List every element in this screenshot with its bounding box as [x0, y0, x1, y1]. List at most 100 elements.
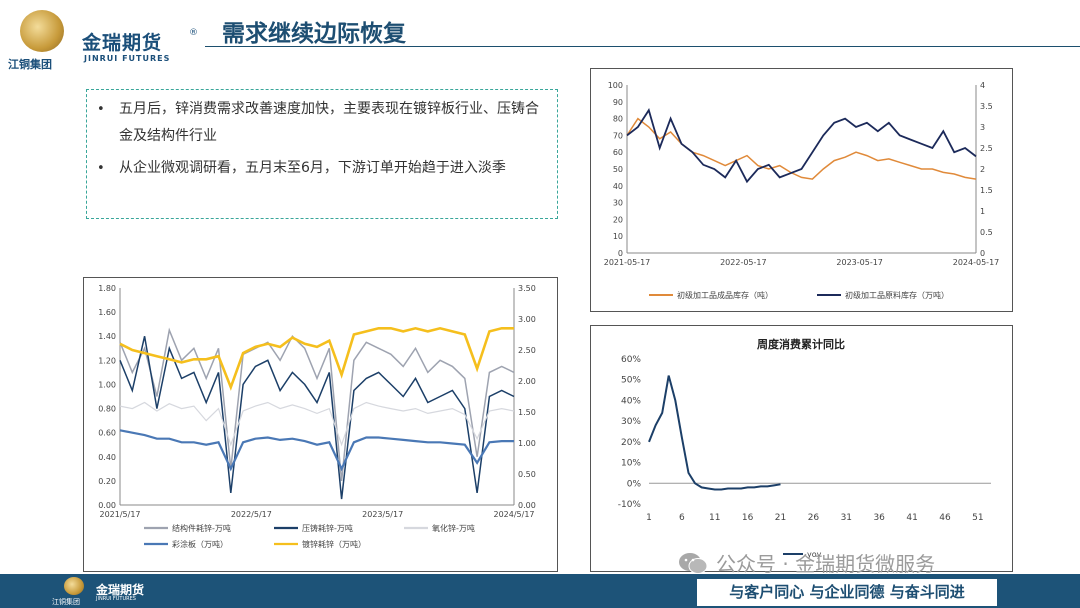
y-tick-label-left: 70 — [613, 131, 623, 140]
company-logo: 金瑞期货 ® JINRUI FUTURES 江铜集团 — [6, 6, 202, 74]
bullet-box: • 五月后，锌消费需求改善速度加快，主要表现在镀锌板行业、压铸合金及结构件行业 … — [86, 89, 558, 219]
y-tick-label-right: 1 — [980, 207, 985, 216]
x-tick-label: 2021-05-17 — [604, 258, 651, 267]
y-tick-label-right: 4 — [980, 81, 985, 90]
bullet-text: 五月后，锌消费需求改善速度加快，主要表现在镀锌板行业、压铸合金及结构件行业 — [119, 101, 539, 144]
x-tick-label: 1 — [646, 513, 652, 523]
inventory-chart: 0 10 20 30 40 50 60 70 80 90 100 0 0.5 1 1.5 2 2.5 3 3.5 4 2… — [604, 81, 1000, 300]
x-tick-label: 2024/5/17 — [493, 510, 534, 519]
y-tick-label-left: 0.40 — [98, 453, 116, 462]
y-tick-label: 60% — [621, 355, 641, 365]
y-tick-label-left: 0.80 — [98, 405, 116, 414]
y-tick-label-left: 1.40 — [98, 332, 116, 341]
footer-logo-chinese-name: 金瑞期货 — [96, 583, 145, 597]
zinc-consumption-chart: 0.00 0.20 0.40 0.60 0.80 1.00 1.20 1.40 1.60 1.80… — [98, 284, 536, 549]
bullet-dot-icon: • — [97, 161, 105, 176]
logo-chinese-name: 金瑞期货 — [82, 32, 163, 54]
y-tick-label-right: 2 — [980, 165, 985, 174]
y-tick-label: 40% — [621, 396, 641, 406]
series-line — [119, 429, 514, 472]
series-line — [648, 375, 781, 491]
x-tick-label: 2022-05-17 — [720, 258, 767, 267]
zinc-consumption-chart-panel: 0.00 0.20 0.40 0.60 0.80 1.00 1.20 1.40 1.60 1.80… — [83, 277, 558, 572]
y-tick-label: 50% — [621, 376, 641, 386]
x-tick-label: 46 — [939, 513, 951, 523]
logo-group-name: 江铜集团 — [8, 58, 52, 71]
footer-slogan: 与客户同心 与企业同德 与奋斗同进 — [697, 579, 997, 606]
y-tick-label: 10% — [621, 459, 641, 469]
series-line — [119, 336, 515, 500]
y-tick-label-left: 80 — [613, 115, 623, 124]
x-tick-label: 2022/5/17 — [231, 510, 272, 519]
legend-label: 镀锌耗锌（万吨） — [302, 539, 366, 549]
weekly-yoy-chart-panel: 周度消费累计同比 -10% 0% 10% 20% 30% 40% 50% 60% 1 6 11 16 21… — [590, 325, 1013, 572]
y-tick-label: 30% — [621, 417, 641, 427]
y-tick-label-left: 100 — [608, 81, 623, 90]
bullet-text: 从企业微观调研看，五月末至6月，下游订单开始趋于进入淡季 — [119, 160, 506, 176]
y-tick-label-left: 90 — [613, 98, 623, 107]
x-tick-label: 11 — [709, 513, 720, 523]
x-tick-label: 41 — [906, 513, 917, 523]
logo-english-name: JINRUI FUTURES — [84, 54, 171, 63]
legend-label: 初级加工品原料库存（万吨） — [845, 290, 949, 300]
y-tick-label-left: 30 — [613, 199, 623, 208]
y-tick-label-right: 3.00 — [518, 315, 536, 324]
x-tick-label: 2023-05-17 — [836, 258, 883, 267]
y-tick-label-right: 1.50 — [518, 408, 536, 417]
x-tick-label: 36 — [873, 513, 885, 523]
y-tick-label-right: 1.5 — [980, 186, 993, 195]
legend-label: 压铸耗锌-万吨 — [302, 523, 353, 533]
y-tick-label-right: 2.50 — [518, 346, 536, 355]
bullet-item: • 从企业微观调研看，五月末至6月，下游订单开始趋于进入淡季 — [97, 155, 547, 182]
y-tick-label: 20% — [621, 438, 641, 448]
series-line — [626, 108, 977, 184]
watermark-text: 公众号 · 金瑞期货微服务 — [716, 552, 936, 576]
wechat-watermark: 公众号 · 金瑞期货微服务 — [678, 548, 935, 577]
y-tick-label-left: 0 — [618, 249, 623, 258]
y-tick-label-right: 0.50 — [518, 470, 536, 479]
y-tick-label-left: 1.20 — [98, 356, 116, 365]
wechat-icon — [679, 552, 708, 574]
y-tick-label: -10% — [618, 500, 642, 510]
series-line — [119, 327, 515, 481]
series-line — [626, 117, 977, 180]
y-tick-label-left: 0.20 — [98, 477, 116, 486]
footer-logo-group-name: 江铜集团 — [52, 598, 80, 606]
bullet-dot-icon: • — [97, 102, 105, 117]
x-tick-label: 26 — [808, 513, 820, 523]
bullet-item: • 五月后，锌消费需求改善速度加快，主要表现在镀锌板行业、压铸合金及结构件行业 — [97, 96, 547, 150]
legend-label: 初级加工品成品库存（吨） — [677, 290, 773, 300]
y-tick-label-right: 2.00 — [518, 377, 536, 386]
legend-label: 氧化锌-万吨 — [432, 523, 475, 533]
legend-label: 结构件耗锌-万吨 — [172, 523, 231, 533]
y-tick-label-left: 1.00 — [98, 380, 116, 389]
y-tick-label-right: 3 — [980, 123, 985, 132]
series-line — [119, 401, 515, 447]
x-tick-label: 16 — [742, 513, 754, 523]
inventory-chart-panel: 0 10 20 30 40 50 60 70 80 90 100 0 0.5 1 1.5 2 2.5 3 3.5 4 2… — [590, 68, 1013, 312]
y-tick-label-right: 0.5 — [980, 228, 993, 237]
x-tick-label: 31 — [841, 513, 852, 523]
y-tick-label-left: 40 — [613, 182, 623, 191]
y-tick-label-left: 1.60 — [98, 308, 116, 317]
chart-title: 周度消费累计同比 — [757, 337, 845, 351]
x-tick-label: 2021/5/17 — [99, 510, 140, 519]
x-tick-label: 6 — [679, 513, 685, 523]
y-tick-label-right: 2.5 — [980, 144, 993, 153]
y-tick-label-right: 0.00 — [518, 501, 536, 510]
y-tick-label-right: 0 — [980, 249, 985, 258]
y-tick-label-left: 50 — [613, 165, 623, 174]
logo-emblem-icon — [20, 10, 64, 52]
footer-logo-emblem-icon — [64, 577, 84, 595]
y-tick-label-right: 3.5 — [980, 102, 993, 111]
y-tick-label-left: 20 — [613, 215, 623, 224]
y-tick-label-right: 3.50 — [518, 284, 536, 293]
y-tick-label-left: 0.60 — [98, 429, 116, 438]
x-tick-label: 21 — [775, 513, 786, 523]
legend-label: 彩涂板（万吨） — [172, 539, 228, 549]
logo-registered-mark: ® — [189, 28, 198, 38]
y-tick-label: 0% — [627, 479, 642, 489]
x-tick-label: 51 — [972, 513, 983, 523]
footer-logo-english-name: JINRUI FUTURES — [96, 596, 136, 602]
y-tick-label-right: 1.00 — [518, 439, 536, 448]
